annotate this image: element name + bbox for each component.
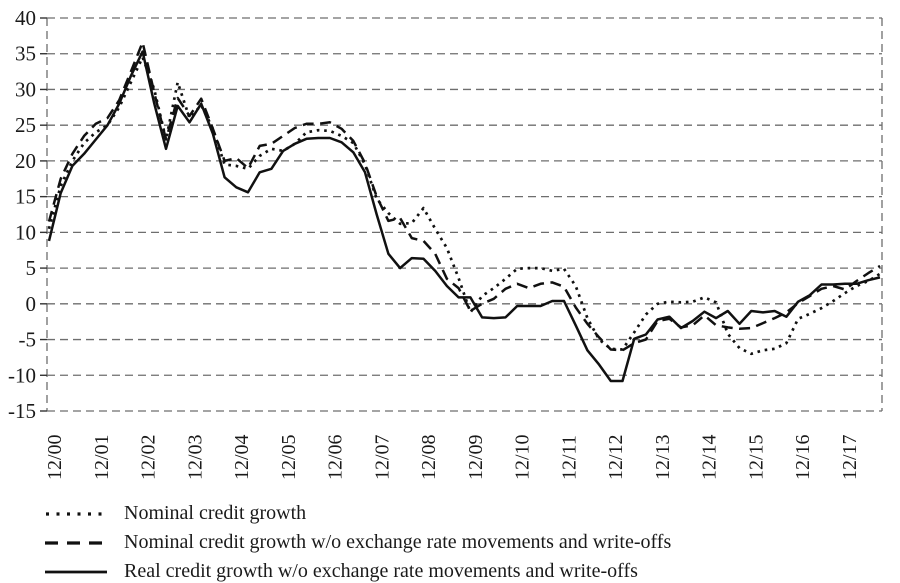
legend-item-nominal: Nominal credit growth: [44, 499, 671, 528]
y-tick-label: 20: [15, 149, 36, 173]
x-tick-label: 12/08: [418, 434, 440, 480]
x-tick-label: 12/11: [558, 435, 580, 480]
x-tick-label: 12/01: [91, 434, 113, 480]
legend-item-nominal-adjusted: Nominal credit growth w/o exchange rate …: [44, 528, 671, 557]
y-tick-label: -15: [8, 399, 36, 423]
y-tick-label: 30: [15, 77, 36, 101]
dashed-line-icon: [45, 540, 107, 545]
x-tick-label: 12/10: [512, 434, 534, 480]
x-tick-label: 12/05: [278, 434, 300, 480]
y-tick-label: 40: [15, 6, 36, 30]
x-tick-label: 12/07: [371, 434, 393, 480]
series-dashed-line: [47, 41, 881, 352]
y-tick-label: 35: [15, 42, 36, 66]
series-solid-line: [47, 50, 881, 383]
y-axis-labels: 40 35 30 25 20 15 10 5 0 -5 -10 -15: [8, 6, 36, 423]
y-tick-label: 25: [15, 113, 36, 137]
x-tick-label: 12/00: [44, 434, 66, 480]
y-axis-ticks: [40, 17, 47, 412]
x-tick-label: 12/06: [325, 434, 347, 480]
y-tick-label: 0: [26, 292, 37, 316]
x-tick-label: 12/17: [839, 434, 861, 480]
dotted-line-icon: [46, 511, 106, 516]
x-tick-label: 12/15: [745, 434, 767, 480]
solid-line-icon: [45, 570, 107, 573]
legend-label-nominal-adjusted: Nominal credit growth w/o exchange rate …: [124, 531, 672, 553]
legend-item-real-adjusted: Real credit growth w/o exchange rate mov…: [44, 557, 671, 583]
x-tick-label: 12/09: [465, 434, 487, 480]
x-tick-label: 12/03: [184, 434, 206, 480]
gridlines: [46, 17, 883, 412]
series-dotted-line: [47, 55, 881, 356]
legend-label-nominal: Nominal credit growth: [124, 502, 307, 524]
x-tick-label: 12/16: [792, 434, 814, 480]
y-tick-label: 15: [15, 185, 36, 209]
y-tick-label: -5: [19, 328, 37, 352]
legend-label-real-adjusted: Real credit growth w/o exchange rate mov…: [124, 560, 638, 582]
x-tick-label: 12/04: [231, 434, 253, 480]
x-tick-label: 12/14: [699, 434, 721, 480]
y-tick-label: -10: [8, 363, 36, 387]
x-axis-labels: 12/00 12/01 12/02 12/03 12/04 12/05 12/06 12/07…: [44, 434, 861, 480]
y-tick-label: 5: [26, 256, 37, 280]
x-tick-label: 12/13: [652, 434, 674, 480]
x-tick-label: 12/12: [605, 434, 627, 480]
legend: Nominal credit growth Nominal credit gro…: [44, 499, 671, 583]
y-tick-label: 10: [15, 220, 36, 244]
x-tick-label: 12/02: [138, 434, 160, 480]
